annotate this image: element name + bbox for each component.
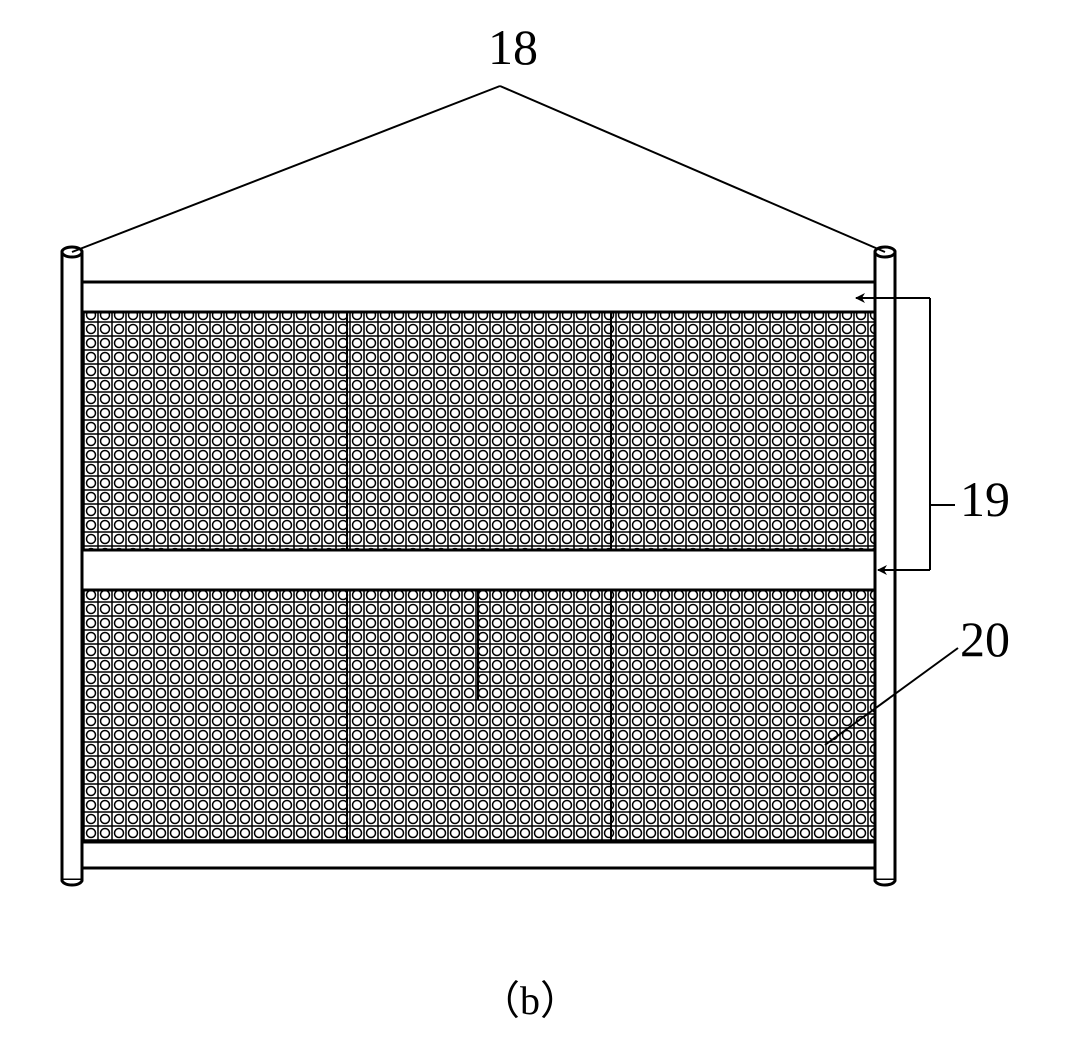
label-18: 18 xyxy=(488,18,538,76)
mid-bar xyxy=(82,550,875,590)
diagram-canvas xyxy=(0,0,1077,1054)
leader-18 xyxy=(72,86,885,252)
top-bar xyxy=(82,282,875,312)
label-20: 20 xyxy=(960,610,1010,668)
left-post xyxy=(62,247,82,885)
right-post xyxy=(875,247,895,885)
bottom-bar xyxy=(82,842,875,868)
label-19: 19 xyxy=(960,470,1010,528)
upper-mesh xyxy=(82,312,875,550)
figure-caption: （b） xyxy=(480,968,580,1026)
